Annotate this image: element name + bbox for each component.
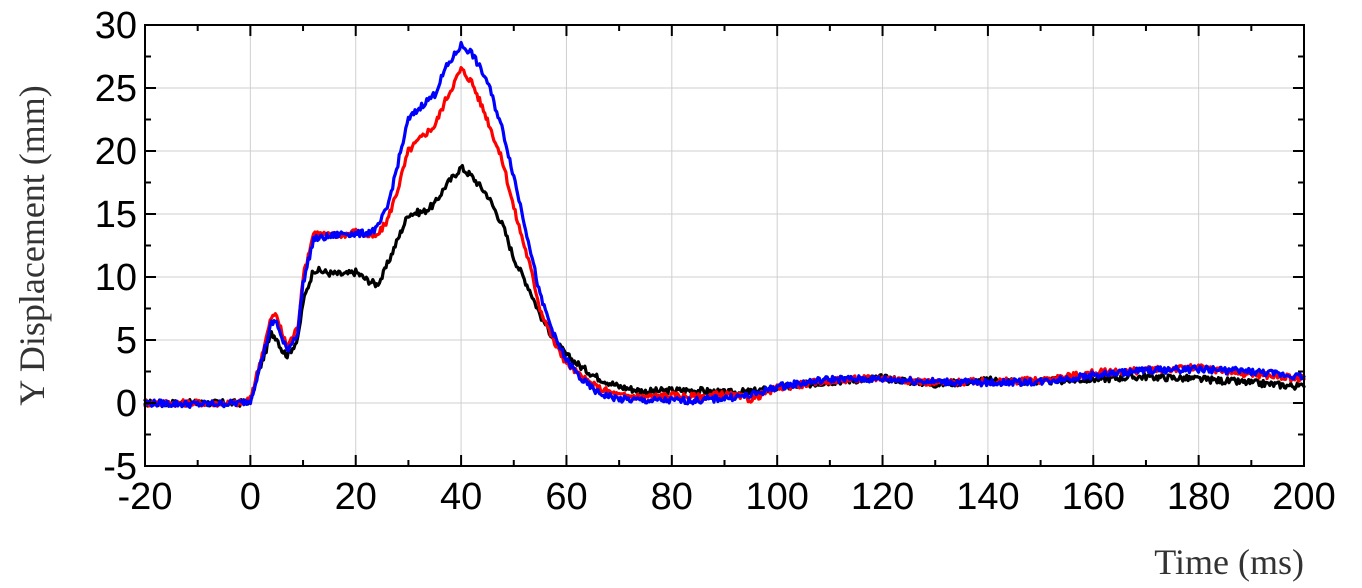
x-tick-label: 40 — [440, 476, 482, 518]
x-tick-label: 140 — [956, 476, 1019, 518]
y-tick-label: 15 — [95, 194, 137, 236]
series-lines — [143, 40, 1306, 409]
axis-ticks — [144, 24, 1305, 467]
x-tick-label: 200 — [1272, 476, 1335, 518]
x-tick-label: 80 — [651, 476, 693, 518]
y-tick-label: 30 — [95, 5, 137, 47]
y-tick-label: 5 — [116, 320, 137, 362]
y-tick-label: 0 — [116, 383, 137, 425]
y-tick-label: 10 — [95, 257, 137, 299]
x-tick-label: -20 — [118, 476, 173, 518]
y-tick-label: 20 — [95, 131, 137, 173]
x-tick-label: 0 — [240, 476, 261, 518]
x-tick-label: 180 — [1167, 476, 1230, 518]
y-tick-label: 25 — [95, 68, 137, 110]
series-line-3 — [143, 40, 1306, 409]
y-axis-title: Y Displacement (mm) — [12, 85, 52, 406]
x-tick-label: 160 — [1062, 476, 1125, 518]
x-axis-title: Time (ms) — [1154, 542, 1304, 582]
x-tick-label: 20 — [335, 476, 377, 518]
tick-labels: -20 0 20 40 60 80 100 120 140 160 180 200 -5 0 5 10 15 20… — [95, 5, 1336, 518]
x-tick-label: 100 — [745, 476, 808, 518]
x-tick-label: 120 — [851, 476, 914, 518]
y-tick-label: -5 — [103, 446, 137, 488]
x-tick-label: 60 — [545, 476, 587, 518]
